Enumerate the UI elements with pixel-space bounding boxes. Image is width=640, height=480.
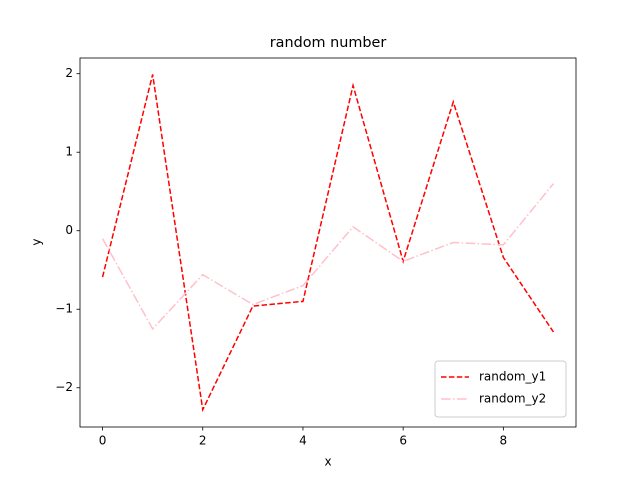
x-axis-label: x: [324, 455, 331, 469]
y-tick-label: 0: [65, 223, 73, 237]
x-tick-label: 6: [399, 434, 407, 448]
y-tick-label: 2: [65, 66, 73, 80]
y-tick-label: −1: [55, 302, 73, 316]
y-tick-label: 1: [65, 145, 73, 159]
x-tick-label: 4: [299, 434, 307, 448]
x-tick-label: 0: [99, 434, 107, 448]
y-tick-label: −2: [55, 380, 73, 394]
line: [101, 183, 555, 331]
line: [101, 74, 555, 413]
x-tick-label: 2: [199, 434, 207, 448]
legend-label: random_y2: [479, 392, 546, 406]
x-tick-label: 8: [500, 434, 508, 448]
legend-label: random_y1: [479, 370, 546, 384]
plot-frame: [79, 57, 577, 428]
chart-title: random number: [270, 35, 387, 51]
legend-box: [434, 360, 567, 418]
y-axis-label: y: [30, 238, 44, 245]
